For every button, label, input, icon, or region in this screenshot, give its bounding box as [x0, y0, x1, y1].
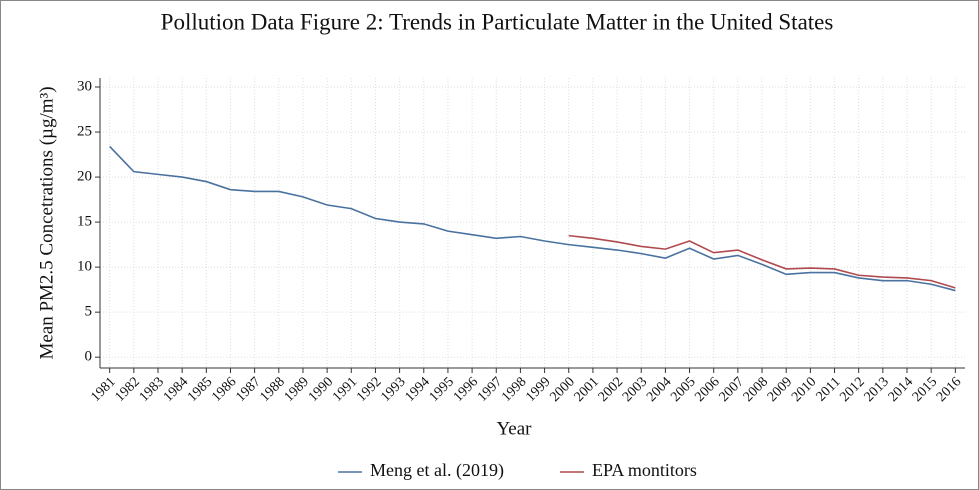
y-tick-label: 15: [77, 214, 92, 230]
chart-title: Pollution Data Figure 2: Trends in Parti…: [161, 9, 834, 34]
series-line: [568, 234, 956, 289]
x-axis-label: Year: [496, 418, 532, 439]
y-tick-label: 10: [77, 259, 92, 275]
y-tick-label: 5: [85, 304, 93, 320]
legend-label: Meng et al. (2019): [370, 460, 504, 481]
y-tick-label: 25: [77, 123, 92, 139]
y-tick-label: 20: [77, 169, 92, 185]
legend-label: EPA montitors: [592, 460, 697, 480]
y-axis-label: Mean PM2.5 Concetrations (µg/m³): [36, 86, 57, 359]
series-line: [109, 145, 956, 292]
y-tick-label: 30: [77, 78, 92, 94]
y-tick-label: 0: [85, 349, 93, 365]
